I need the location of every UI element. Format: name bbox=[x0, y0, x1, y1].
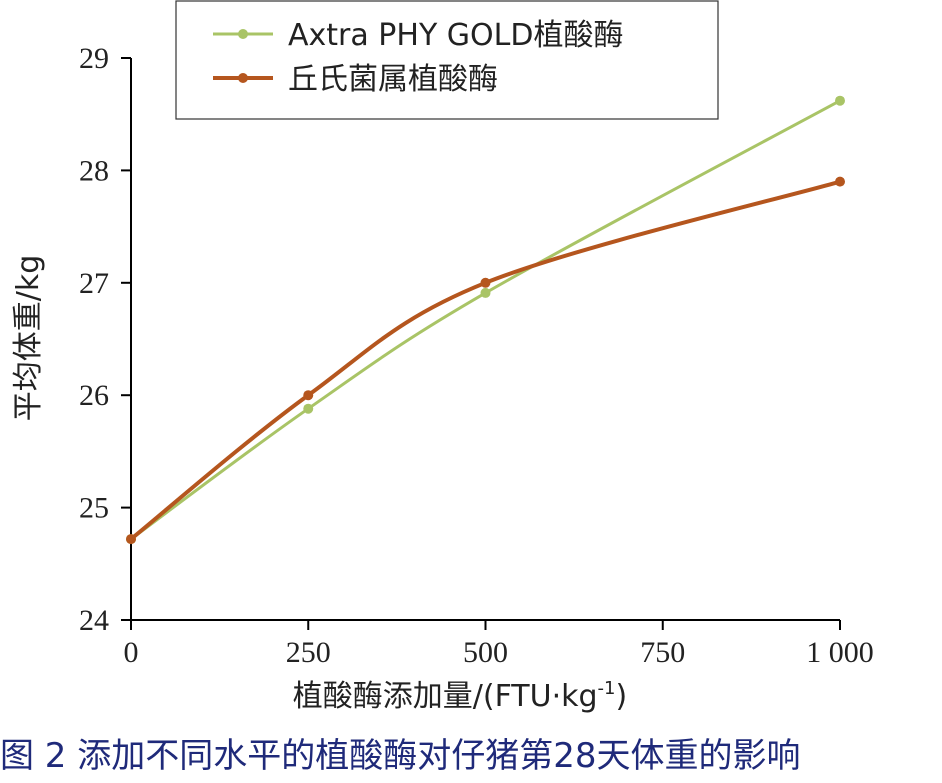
x-tick-label: 1 000 bbox=[806, 636, 874, 669]
figure-caption: 图 2 添加不同水平的植酸酶对仔猪第28天体重的影响 bbox=[0, 736, 801, 776]
series-line bbox=[130, 99, 841, 541]
y-tick-label: 26 bbox=[79, 379, 109, 412]
data-point bbox=[835, 176, 845, 187]
data-point bbox=[480, 287, 491, 298]
legend-swatch-marker bbox=[238, 73, 248, 83]
axes bbox=[130, 58, 840, 621]
x-ticks: 0 250 500 750 1 000 bbox=[124, 620, 874, 669]
data-point bbox=[480, 277, 491, 288]
data-point bbox=[126, 534, 136, 545]
x-axis-title-sup: -1 bbox=[598, 678, 616, 699]
y-axis-title: 平均体重/kg bbox=[11, 255, 46, 422]
x-axis-title-main: 植酸酶添加量/(FTU·kg bbox=[293, 679, 598, 714]
data-point bbox=[303, 403, 314, 414]
x-tick-label: 250 bbox=[286, 636, 331, 669]
x-tick-label: 0 bbox=[124, 636, 139, 669]
y-tick-label: 25 bbox=[79, 492, 109, 525]
legend-label: 丘氏菌属植酸酶 bbox=[288, 62, 498, 97]
y-tick-label: 28 bbox=[79, 154, 109, 187]
y-tick-label: 27 bbox=[79, 267, 109, 300]
legend-box bbox=[175, 0, 719, 120]
legend-label: Axtra PHY GOLD植酸酶 bbox=[288, 18, 623, 53]
legend-swatch-marker bbox=[238, 29, 248, 39]
series-layer bbox=[126, 95, 845, 545]
series-line bbox=[129, 179, 841, 541]
x-tick-label: 750 bbox=[640, 636, 685, 669]
chart: 24 25 26 27 28 29 0 250 500 750 1 000 平均体重/kg 植酸酶… bbox=[11, 0, 874, 714]
y-tick-label: 29 bbox=[79, 42, 109, 75]
x-tick-label: 500 bbox=[463, 636, 508, 669]
y-tick-label: 24 bbox=[79, 604, 109, 637]
data-point bbox=[835, 95, 845, 106]
x-axis-title-end: ) bbox=[616, 679, 628, 714]
y-ticks: 24 25 26 27 28 29 bbox=[79, 42, 131, 637]
x-axis-title: 植酸酶添加量/(FTU·kg-1) bbox=[293, 678, 627, 714]
data-point bbox=[303, 390, 314, 401]
